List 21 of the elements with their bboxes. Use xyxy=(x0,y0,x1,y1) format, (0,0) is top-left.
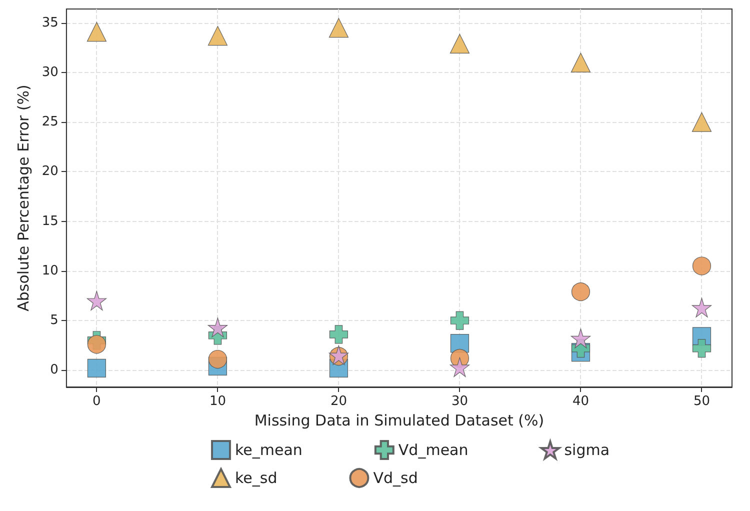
y-tick-label: 35 xyxy=(42,15,58,30)
x-tick-label: 10 xyxy=(209,394,226,409)
y-tick-label: 20 xyxy=(42,164,58,180)
y-tick-label: 0 xyxy=(50,362,58,378)
y-tick-label: 30 xyxy=(42,64,58,80)
x-tick-label: 0 xyxy=(92,394,101,409)
x-tick-label: 30 xyxy=(451,394,468,409)
x-axis-title: Missing Data in Simulated Dataset (%) xyxy=(254,411,544,430)
y-tick-label: 10 xyxy=(42,263,58,278)
x-tick-label: 50 xyxy=(693,394,710,409)
y-tick-label: 5 xyxy=(50,313,58,328)
x-tick-label: 20 xyxy=(330,394,347,409)
y-tick-label: 15 xyxy=(42,214,58,229)
legend-label: ke_sd xyxy=(235,469,278,487)
y-tick-label: 25 xyxy=(42,114,58,130)
legend-label: sigma xyxy=(564,441,610,459)
y-axis-title: Absolute Percentage Error (%) xyxy=(14,84,32,312)
legend-label: Vd_mean xyxy=(398,441,468,459)
legend-label: ke_mean xyxy=(235,441,302,459)
legend-label: Vd_sd xyxy=(373,469,418,487)
x-tick-label: 40 xyxy=(572,394,590,409)
